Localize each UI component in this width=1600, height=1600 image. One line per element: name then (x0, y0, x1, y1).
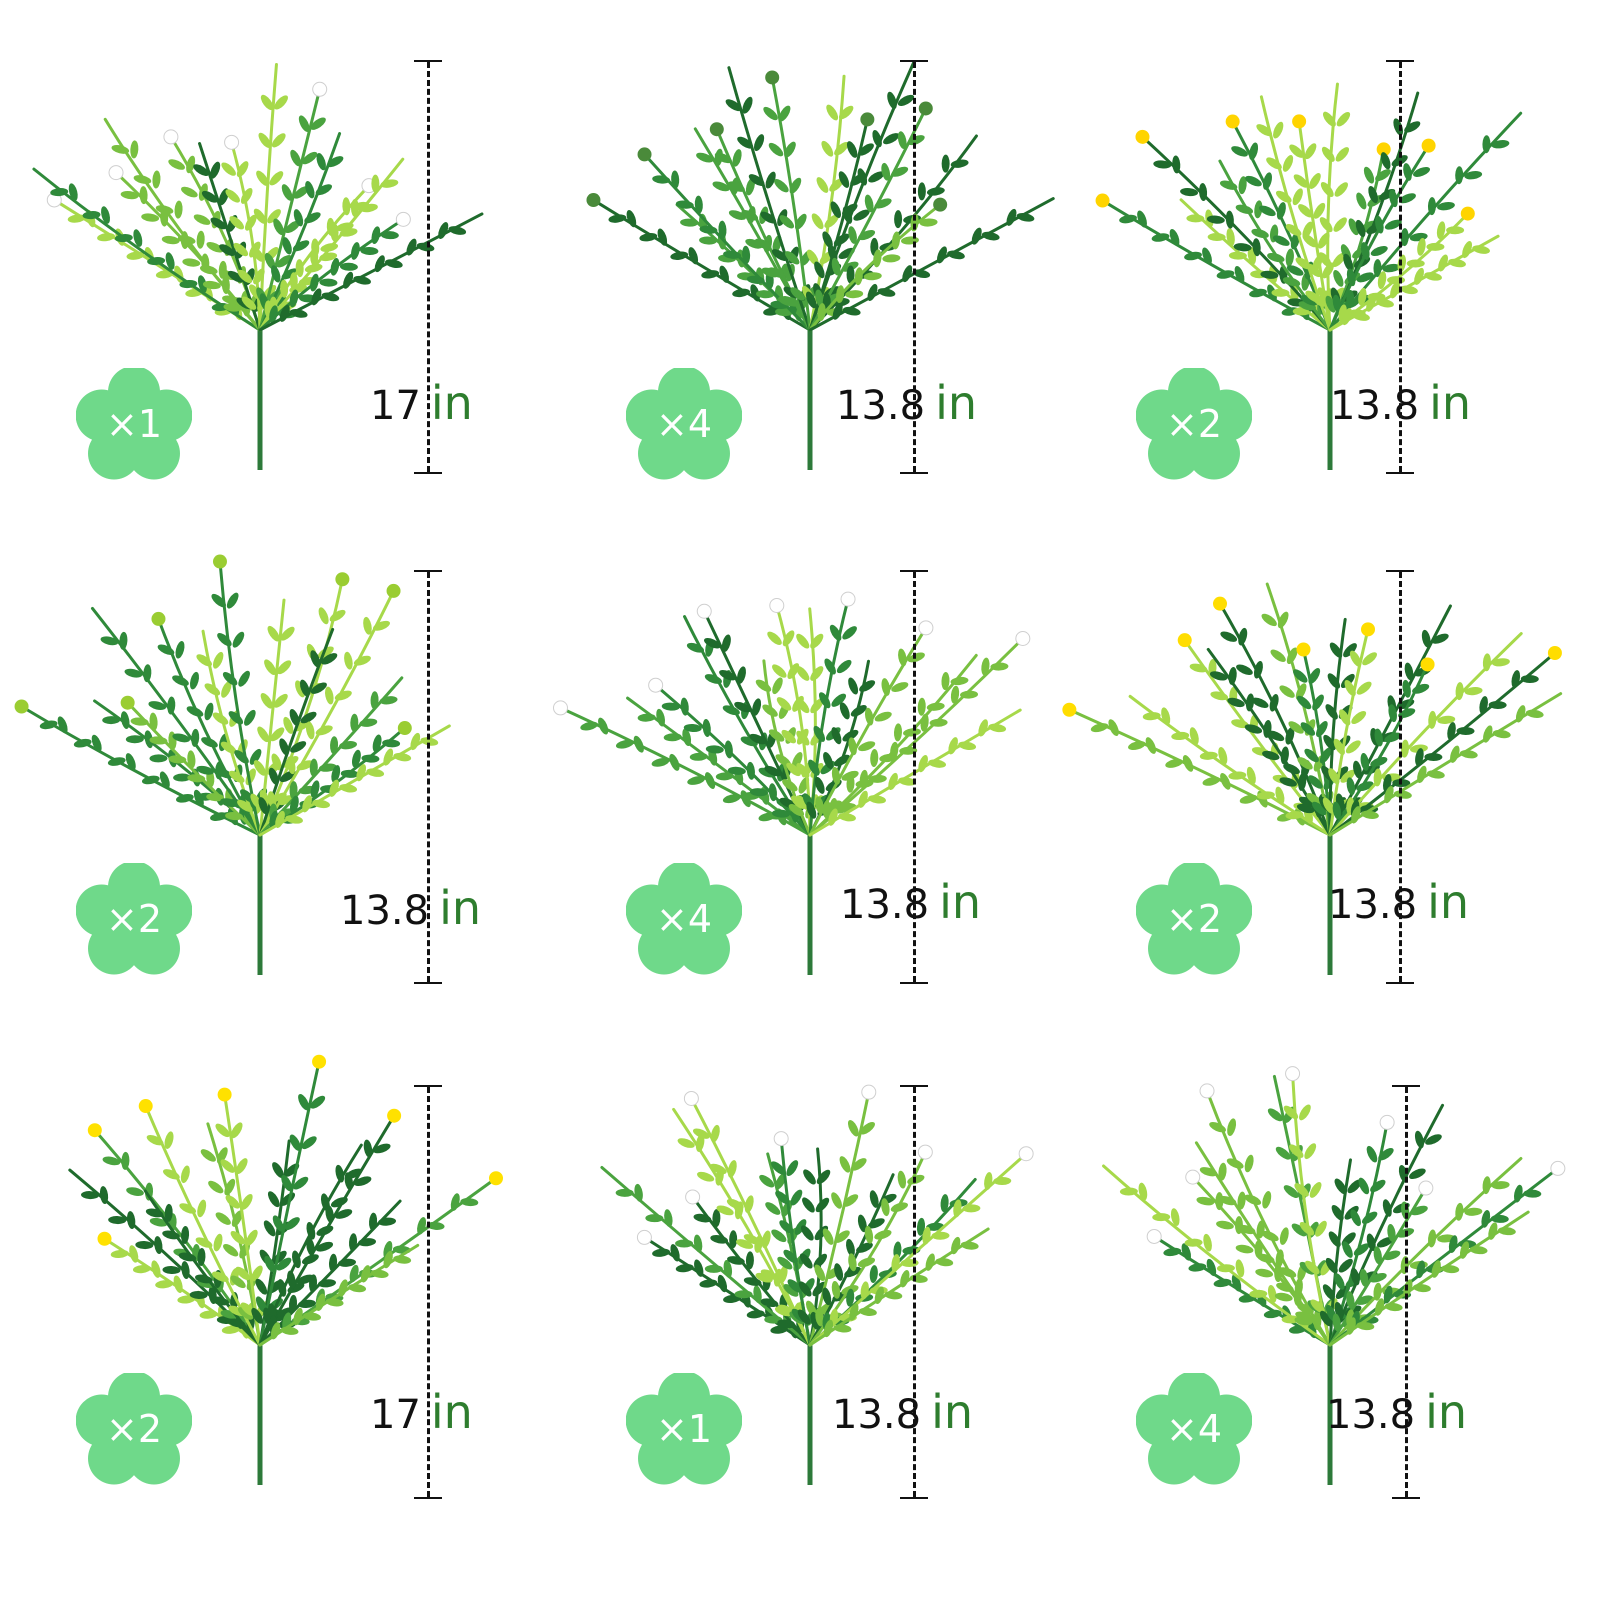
height-ruler-7 (414, 1085, 444, 1499)
height-value-9: 13.8 (1326, 1392, 1416, 1438)
height-ruler-4 (414, 570, 444, 984)
quantity-label-6: ×2 (1165, 897, 1223, 941)
plant-image-5 (552, 591, 1031, 975)
height-value-1: 17 (370, 383, 421, 429)
height-label-6: 13.8 in (1328, 875, 1469, 929)
height-ruler-3 (1386, 60, 1416, 474)
height-unit-2: in (935, 376, 977, 430)
plant-image-2 (586, 60, 1055, 470)
variant-card-8: ×1 13.8 in (590, 1055, 1110, 1525)
plant-image-1 (32, 63, 484, 470)
quantity-badge-2: ×4 (626, 368, 742, 484)
plant-image-7 (68, 1054, 504, 1485)
height-ruler-2 (900, 60, 930, 474)
plant-image-6 (1062, 582, 1563, 975)
quantity-label-9: ×4 (1165, 1407, 1223, 1451)
height-label-9: 13.8 in (1326, 1385, 1467, 1439)
height-value-8: 13.8 (832, 1392, 922, 1438)
height-unit-1: in (430, 376, 473, 430)
variant-card-4: ×2 13.8 in (14, 545, 560, 1015)
quantity-label-8: ×1 (655, 1407, 713, 1451)
height-ruler-8 (900, 1085, 930, 1499)
quantity-badge-4: ×2 (76, 863, 192, 979)
height-unit-7: in (430, 1385, 473, 1439)
height-label-3: 13.8 in (1330, 376, 1471, 430)
quantity-badge-1: ×1 (76, 368, 192, 484)
height-label-5: 13.8 in (840, 875, 981, 929)
height-ruler-5 (900, 570, 930, 984)
height-value-5: 13.8 (840, 882, 930, 928)
height-label-2: 13.8 in (836, 376, 977, 430)
height-unit-3: in (1429, 376, 1471, 430)
height-unit-6: in (1427, 875, 1469, 929)
quantity-badge-6: ×2 (1136, 863, 1252, 979)
variant-card-1: ×1 17 in (32, 40, 560, 510)
variant-card-9: ×4 13.8 in (1102, 1055, 1600, 1525)
height-unit-5: in (939, 875, 981, 929)
quantity-label-2: ×4 (655, 402, 713, 446)
variant-card-7: ×2 17 in (40, 1054, 560, 1525)
variant-card-2: ×4 13.8 in (586, 40, 1110, 510)
height-value-4: 13.8 (340, 888, 430, 934)
quantity-label-5: ×4 (655, 897, 713, 941)
plant-image-4 (14, 554, 451, 975)
quantity-label-1: ×1 (105, 402, 163, 446)
height-value-3: 13.8 (1330, 383, 1420, 429)
height-label-4: 13.8 in (340, 881, 481, 935)
height-label-7: 17 in (370, 1385, 473, 1439)
variant-card-3: ×2 13.8 in (1095, 40, 1600, 510)
height-ruler-9 (1392, 1085, 1422, 1499)
variant-card-5: ×4 13.8 in (552, 545, 1110, 1015)
plant-image-9 (1102, 1066, 1566, 1485)
height-value-2: 13.8 (836, 383, 926, 429)
quantity-label-4: ×2 (105, 897, 163, 941)
quantity-label-7: ×2 (105, 1407, 163, 1451)
quantity-badge-8: ×1 (626, 1373, 742, 1489)
height-value-7: 17 (370, 1392, 421, 1438)
height-label-8: 13.8 in (832, 1385, 973, 1439)
quantity-badge-5: ×4 (626, 863, 742, 979)
height-label-1: 17 in (370, 376, 473, 430)
height-ruler-6 (1386, 570, 1416, 984)
quantity-badge-7: ×2 (76, 1373, 192, 1489)
quantity-badge-9: ×4 (1136, 1373, 1252, 1489)
quantity-label-3: ×2 (1165, 402, 1223, 446)
height-unit-8: in (931, 1385, 973, 1439)
height-unit-9: in (1425, 1385, 1467, 1439)
height-value-6: 13.8 (1328, 882, 1418, 928)
height-unit-4: in (439, 881, 481, 935)
height-ruler-1 (414, 60, 444, 474)
quantity-badge-3: ×2 (1136, 368, 1252, 484)
variant-card-6: ×2 13.8 in (1062, 545, 1600, 1015)
